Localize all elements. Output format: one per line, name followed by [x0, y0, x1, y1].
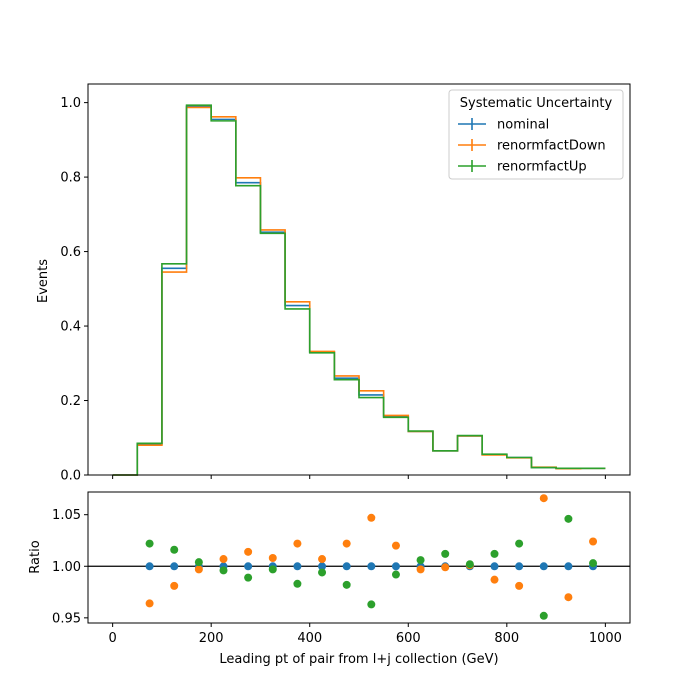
ratio-point-renormfactDown — [268, 554, 277, 563]
main-step-series — [112, 104, 606, 476]
legend-frame — [448, 89, 624, 180]
legend: Systematic Uncertainty nominal renormfact… — [448, 89, 624, 180]
ratio-point-nominal — [367, 562, 376, 571]
main-x-ticks — [112, 475, 606, 479]
ratio-point-renormfactUp — [539, 611, 548, 620]
ratio-point-renormfactUp — [416, 556, 425, 565]
legend-label-nominal: nominal — [497, 118, 549, 133]
ratio-point-renormfactUp — [367, 600, 376, 609]
ratio-point-renormfactDown — [564, 593, 573, 602]
ratio-point-renormfactDown — [539, 494, 548, 503]
main-y-axis-title: Events — [36, 259, 51, 303]
ratio-point-nominal — [318, 562, 327, 571]
x-tick-label: 1000 — [589, 631, 622, 646]
main-y-tick-label: 0.0 — [60, 469, 81, 484]
ratio-point-renormfactDown — [170, 581, 179, 590]
x-tick-label: 200 — [199, 631, 224, 646]
ratio-point-renormfactDown — [441, 563, 450, 572]
main-panel: 0.0 0.2 0.4 0.6 0.8 1.0 Events Systematic Unc… — [36, 83, 631, 484]
main-plot-frame — [87, 83, 631, 476]
ratio-point-renormfactDown — [293, 539, 302, 548]
main-y-tick-label: 0.4 — [60, 320, 81, 335]
ratio-point-renormfactUp — [465, 560, 474, 569]
ratio-point-renormfactUp — [194, 558, 203, 567]
ratio-y-ticks: 0.95 1.00 1.05 — [52, 508, 88, 626]
x-axis-title: Leading pt of pair from l+j collection (… — [219, 652, 498, 667]
main-y-tick-label: 0.8 — [60, 171, 81, 186]
ratio-y-tick-label: 1.05 — [52, 508, 81, 523]
ratio-point-renormfactUp — [391, 570, 400, 579]
ratio-point-renormfactUp — [170, 545, 179, 554]
x-tick-label: 600 — [396, 631, 421, 646]
legend-entries: nominal renormfactDown renormfactUp — [458, 118, 606, 175]
ratio-panel: 0.95 1.00 1.05 0 200 400 600 800 1000 Ratio Lea… — [28, 491, 631, 667]
ratio-point-renormfactDown — [515, 581, 524, 590]
ratio-point-renormfactUp — [342, 580, 351, 589]
ratio-point-renormfactUp — [318, 568, 327, 577]
x-tick-label: 400 — [297, 631, 322, 646]
main-y-tick-label: 1.0 — [60, 96, 81, 111]
ratio-point-renormfactUp — [564, 514, 573, 523]
ratio-point-nominal — [342, 562, 351, 571]
ratio-point-renormfactDown — [194, 565, 203, 574]
ratio-y-tick-label: 1.00 — [52, 560, 81, 575]
ratio-point-renormfactUp — [145, 539, 154, 548]
legend-label-renormfactDown: renormfactDown — [497, 139, 606, 154]
ratio-point-renormfactDown — [342, 539, 351, 548]
ratio-point-renormfactDown — [318, 555, 327, 564]
ratio-point-renormfactUp — [293, 579, 302, 588]
legend-title: Systematic Uncertainty — [460, 96, 613, 111]
ratio-point-renormfactDown — [145, 599, 154, 608]
ratio-point-renormfactDown — [367, 513, 376, 522]
ratio-y-tick-label: 0.95 — [52, 611, 81, 626]
ratio-point-renormfactUp — [219, 566, 228, 575]
ratio-y-axis-title: Ratio — [28, 540, 43, 573]
ratio-point-renormfactDown — [416, 565, 425, 574]
ratio-point-renormfactUp — [441, 549, 450, 558]
ratio-point-renormfactDown — [391, 541, 400, 550]
ratio-point-renormfactUp — [244, 573, 253, 582]
ratio-point-nominal — [170, 562, 179, 571]
ratio-point-nominal — [490, 562, 499, 571]
main-y-tick-label: 0.2 — [60, 394, 81, 409]
ratio-x-ticks: 0 200 400 600 800 1000 — [108, 623, 622, 646]
ratio-plot-frame — [87, 491, 631, 624]
ratio-point-nominal — [539, 562, 548, 571]
x-tick-label: 0 — [108, 631, 116, 646]
ratio-point-renormfactDown — [219, 555, 228, 564]
ratio-points — [145, 494, 598, 620]
main-y-tick-label: 0.6 — [60, 245, 81, 260]
ratio-point-renormfactDown — [589, 537, 598, 546]
ratio-point-nominal — [145, 562, 154, 571]
main-y-ticks: 0.0 0.2 0.4 0.6 0.8 1.0 — [60, 96, 88, 484]
ratio-point-nominal — [515, 562, 524, 571]
ratio-point-renormfactDown — [490, 575, 499, 584]
ratio-point-renormfactUp — [515, 539, 524, 548]
ratio-point-nominal — [391, 562, 400, 571]
ratio-point-nominal — [244, 562, 253, 571]
ratio-point-renormfactUp — [268, 565, 277, 574]
ratio-point-nominal — [293, 562, 302, 571]
ratio-point-renormfactUp — [490, 549, 499, 558]
ratio-point-renormfactUp — [589, 559, 598, 568]
ratio-point-renormfactDown — [244, 547, 253, 556]
legend-label-renormfactUp: renormfactUp — [497, 160, 587, 175]
step-line-renormfactUp — [112, 104, 606, 476]
ratio-point-nominal — [564, 562, 573, 571]
x-tick-label: 800 — [494, 631, 519, 646]
